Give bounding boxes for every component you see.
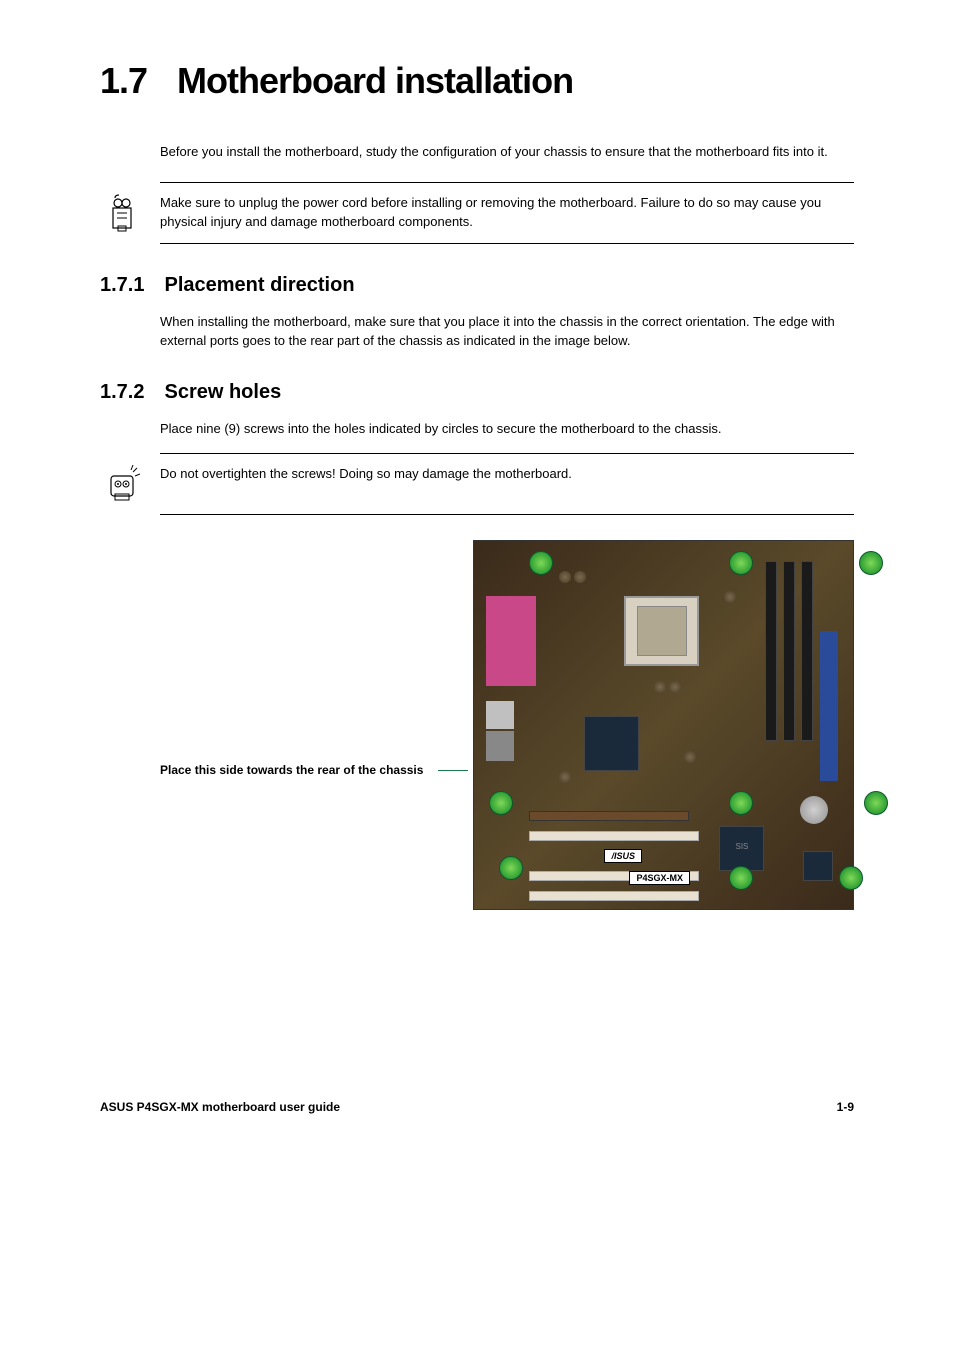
intro-paragraph: Before you install the motherboard, stud… [160, 142, 854, 162]
warning-text: Make sure to unplug the power cord befor… [160, 193, 854, 232]
screw-hole [729, 791, 753, 815]
direction-label: Place this side towards the rear of the … [160, 672, 423, 779]
parallel-port [486, 596, 536, 686]
motherboard-image: SIS /ISUS P4SGX-MX [473, 540, 854, 910]
heading-title: Motherboard installation [177, 60, 573, 102]
screw-hole [489, 791, 513, 815]
warning-icon [105, 193, 140, 233]
subsection-title: Screw holes [164, 381, 281, 404]
lan-port [486, 731, 514, 761]
caution-text: Do not overtighten the screws! Doing so … [160, 464, 572, 484]
subsection-screwholes: 1.7.2 Screw holes [100, 381, 854, 404]
northbridge-chip [584, 716, 639, 771]
footer-title: ASUS P4SGX-MX motherboard user guide [100, 1100, 340, 1114]
motherboard-figure: Place this side towards the rear of the … [160, 540, 854, 910]
caution-icon [105, 464, 140, 504]
subsection-title: Placement direction [164, 274, 354, 297]
cmos-battery [800, 796, 828, 824]
page-footer: ASUS P4SGX-MX motherboard user guide 1-9 [100, 1090, 854, 1114]
ram-slot [765, 561, 777, 741]
screw-hole [839, 866, 863, 890]
screwholes-paragraph: Place nine (9) screws into the holes ind… [160, 419, 854, 439]
direction-label-text: Place this side towards the rear of the … [160, 763, 423, 777]
southbridge-chip: SIS [719, 826, 764, 871]
ide-connector [820, 631, 838, 781]
screw-hole [729, 866, 753, 890]
brand-label: /ISUS [604, 849, 642, 863]
agp-slot [529, 811, 689, 821]
capacitor [574, 571, 586, 583]
placement-paragraph: When installing the motherboard, make su… [160, 312, 854, 351]
ram-slot [801, 561, 813, 741]
screw-hole [499, 856, 523, 880]
model-label: P4SGX-MX [629, 871, 690, 885]
screw-hole [859, 551, 883, 575]
subsection-number: 1.7.1 [100, 274, 144, 297]
capacitor [654, 681, 666, 693]
ram-slot [783, 561, 795, 741]
heading-number: 1.7 [100, 60, 147, 102]
capacitor [559, 771, 571, 783]
warning-note: Make sure to unplug the power cord befor… [160, 182, 854, 244]
cpu-inner [637, 606, 687, 656]
capacitor [684, 751, 696, 763]
io-chip [803, 851, 833, 881]
subsection-placement: 1.7.1 Placement direction [100, 274, 854, 297]
capacitor [669, 681, 681, 693]
page-number: 1-9 [837, 1100, 854, 1114]
usb-port [486, 701, 514, 729]
page-heading: 1.7 Motherboard installation [100, 60, 854, 102]
screw-hole [864, 791, 888, 815]
ram-slots [765, 561, 813, 741]
direction-line [438, 770, 468, 771]
screw-hole [529, 551, 553, 575]
pci-slot [529, 891, 699, 901]
screw-hole [729, 551, 753, 575]
cpu-socket [624, 596, 699, 666]
pci-slot [529, 831, 699, 841]
subsection-number: 1.7.2 [100, 381, 144, 404]
caution-note: Do not overtighten the screws! Doing so … [160, 453, 854, 515]
capacitor [724, 591, 736, 603]
capacitor [559, 571, 571, 583]
